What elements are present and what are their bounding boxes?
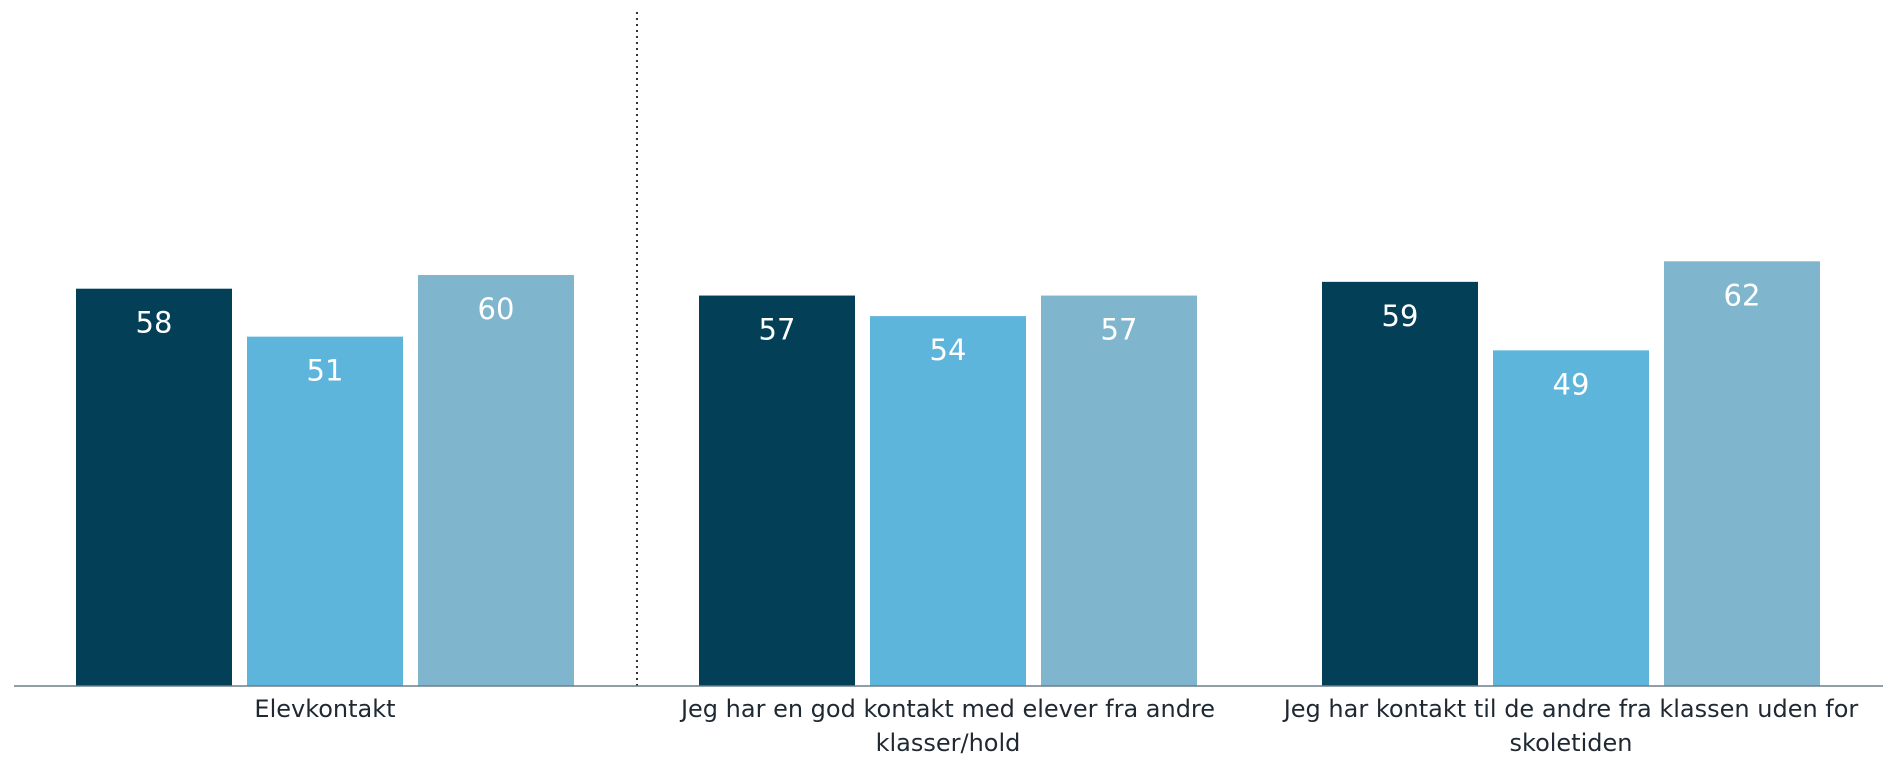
bar-s1-c2 [699,295,855,686]
value-label-s2-c3: 49 [1553,367,1590,401]
category-label-3-line-2: skoletiden [1510,729,1633,757]
bar-s3-c2 [1041,295,1197,686]
category-labels-group: Elevkontakt Jeg har en god kontakt med el… [254,695,1858,757]
bar-s2-c3 [1493,350,1649,686]
value-label-s1-c2: 57 [759,313,796,347]
category-label-1-line-1: Elevkontakt [254,695,395,723]
value-label-s1-c1: 58 [136,306,173,340]
bars-group [76,261,1820,686]
category-label-3-line-1: Jeg har kontakt til de andre fra klassen… [1282,695,1859,723]
bar-s2-c2 [870,316,1026,686]
value-label-s2-c1: 51 [307,354,344,388]
bar-s3-c1 [418,275,574,686]
category-label-2-line-1: Jeg har en god kontakt med elever fra an… [679,695,1215,723]
value-labels-group: 58 57 59 51 54 49 60 57 62 [136,278,1761,401]
value-label-s3-c2: 57 [1101,313,1138,347]
value-label-s3-c3: 62 [1724,278,1761,312]
bar-s2-c1 [247,336,403,686]
category-label-2-line-2: klasser/hold [876,729,1021,757]
value-label-s1-c3: 59 [1382,299,1419,333]
bar-s3-c3 [1664,261,1820,686]
value-label-s3-c1: 60 [478,292,515,326]
value-label-s2-c2: 54 [930,333,967,367]
bar-s1-c3 [1322,281,1478,686]
bar-s1-c1 [76,288,232,686]
